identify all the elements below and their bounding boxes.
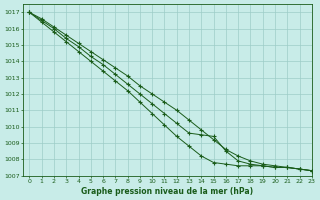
X-axis label: Graphe pression niveau de la mer (hPa): Graphe pression niveau de la mer (hPa) (82, 187, 254, 196)
